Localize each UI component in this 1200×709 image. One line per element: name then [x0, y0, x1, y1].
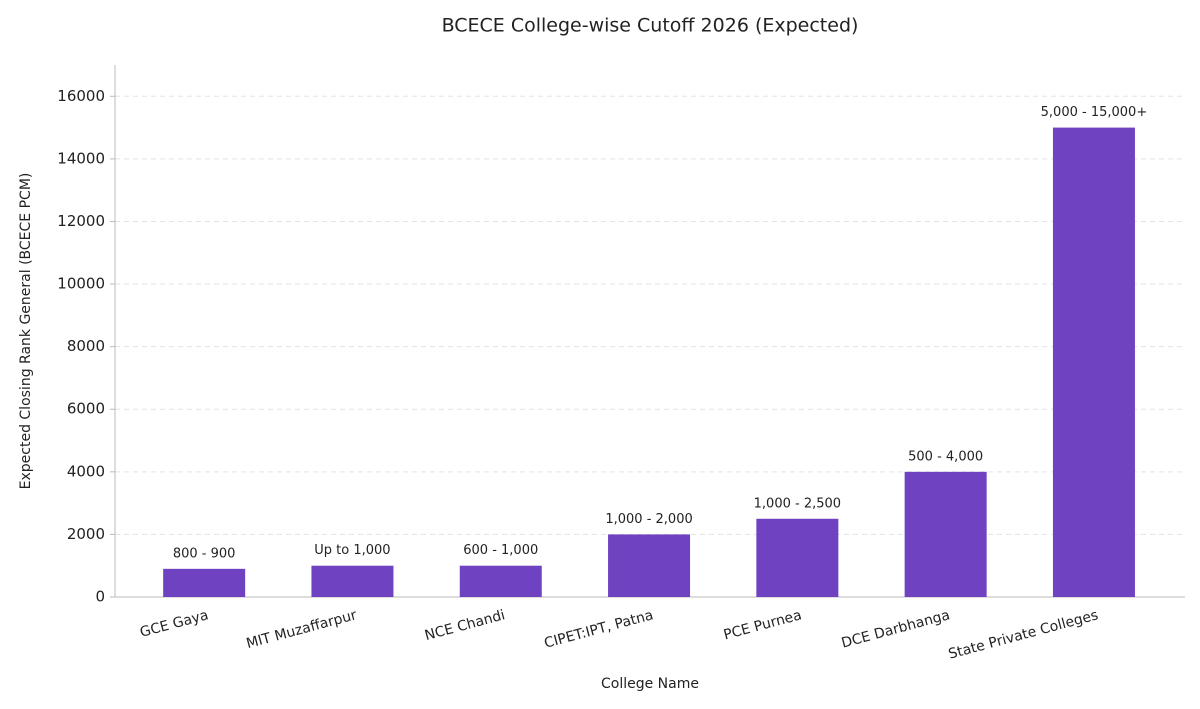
- x-tick-label: CIPET:IPT, Patna: [543, 607, 656, 652]
- x-tick-label: State Private Colleges: [947, 607, 1100, 662]
- y-tick-label: 12000: [57, 212, 105, 230]
- y-tick-label: 14000: [57, 149, 105, 167]
- chart-title: BCECE College-wise Cutoff 2026 (Expected…: [442, 15, 859, 37]
- x-tick-label: NCE Chandi: [423, 607, 507, 644]
- y-tick-label: 4000: [67, 462, 105, 480]
- y-axis-label: Expected Closing Rank General (BCECE PCM…: [18, 173, 34, 490]
- bar: [459, 565, 542, 597]
- bar: [608, 534, 691, 597]
- y-tick-label: 8000: [67, 337, 105, 355]
- x-tick-label: PCE Purnea: [722, 607, 804, 643]
- bar: [904, 471, 987, 597]
- x-tick-label: GCE Gaya: [138, 607, 210, 641]
- value-label: 1,000 - 2,500: [754, 496, 841, 511]
- y-tick-label: 6000: [67, 400, 105, 418]
- bar: [756, 518, 839, 597]
- value-label: 5,000 - 15,000+: [1041, 105, 1148, 120]
- bar: [311, 565, 394, 597]
- y-tick-label: 2000: [67, 525, 105, 543]
- y-tick-label: 0: [95, 588, 105, 606]
- bar: [1052, 127, 1135, 598]
- value-label: Up to 1,000: [314, 543, 390, 558]
- y-tick-label: 10000: [57, 275, 105, 293]
- value-label: 600 - 1,000: [463, 543, 538, 558]
- x-axis-label: College Name: [601, 676, 699, 692]
- x-tick-label: MIT Muzaffarpur: [245, 607, 359, 652]
- x-tick-label: DCE Darbhanga: [840, 607, 952, 651]
- value-label: 500 - 4,000: [908, 449, 983, 464]
- value-label: 1,000 - 2,000: [605, 512, 692, 527]
- value-label: 800 - 900: [173, 546, 236, 561]
- bar: [163, 568, 246, 597]
- y-tick-label: 16000: [57, 87, 105, 105]
